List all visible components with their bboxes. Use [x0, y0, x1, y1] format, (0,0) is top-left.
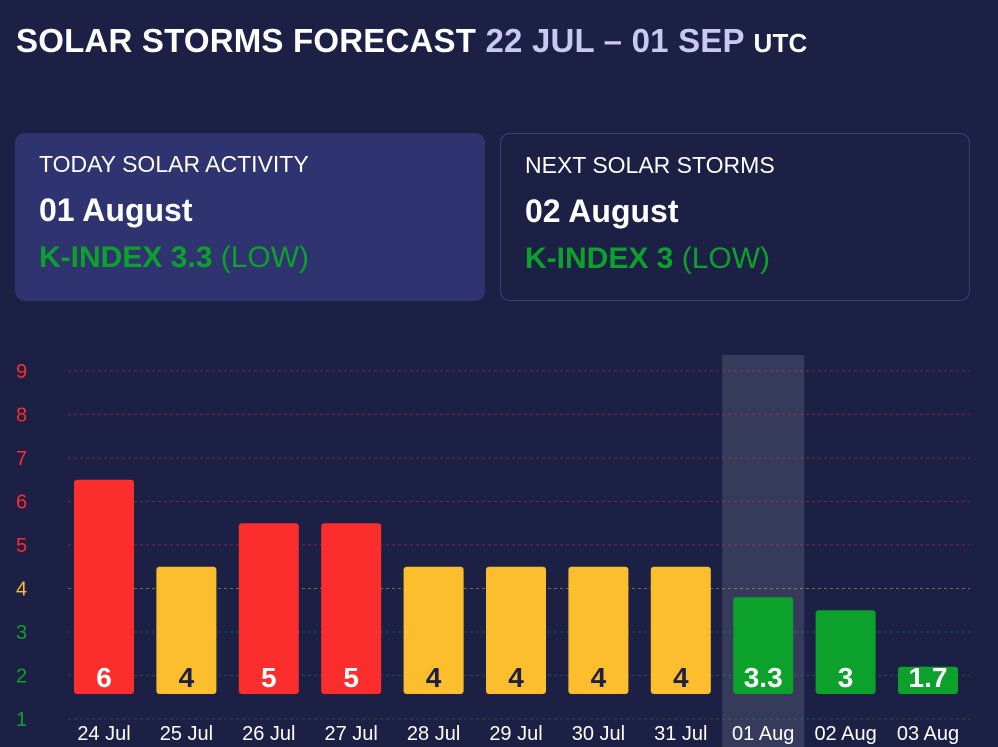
timezone-label: UTC: [753, 28, 808, 58]
y-tick-label: 9: [16, 361, 27, 383]
k-index-bar-chart: 1 2 3 4 5 6 7 8 9 6 24 Jul 4 25 Jul 5 26 Jul 5 27 Jul 4 28…: [16, 355, 970, 747]
bar: [650, 566, 711, 694]
bar: [238, 523, 299, 694]
today-activity-card: TODAY SOLAR ACTIVITY 01 August K-INDEX 3…: [15, 133, 485, 301]
bar-value-label: 4: [673, 662, 689, 693]
bar-value-label: 5: [343, 662, 359, 693]
x-tick-label: 02 Aug: [814, 723, 876, 745]
y-tick-label: 7: [16, 448, 27, 470]
page-title: SOLAR STORMS FORECAST 22 JUL – 01 SEP UT…: [16, 22, 808, 60]
bar-value-label: 4: [426, 662, 442, 693]
bar: [898, 666, 958, 694]
x-tick-label: 03 Aug: [897, 723, 959, 745]
x-tick-label: 28 Jul: [407, 723, 460, 745]
title-text: SOLAR STORMS FORECAST: [16, 22, 477, 59]
y-tick-label: 6: [16, 492, 27, 514]
y-tick-label: 3: [16, 622, 27, 644]
bar-value-label: 4: [179, 662, 195, 693]
next-k-index-line: K-INDEX 3 (LOW): [525, 242, 945, 276]
next-k-index: K-INDEX 3: [525, 242, 674, 275]
next-storms-card: NEXT SOLAR STORMS 02 August K-INDEX 3 (L…: [500, 133, 970, 301]
bar-value-label: 6: [96, 662, 112, 693]
bar: [733, 597, 794, 694]
x-tick-label: 31 Jul: [654, 723, 707, 745]
today-k-index: K-INDEX 3.3: [39, 241, 213, 274]
bar: [156, 566, 217, 694]
y-tick-label: 4: [16, 579, 27, 601]
next-card-date: 02 August: [525, 193, 679, 229]
bar-value-label: 1.7: [909, 662, 948, 693]
x-tick-label: 29 Jul: [489, 723, 542, 745]
y-tick-label: 2: [16, 666, 27, 688]
next-card-label: NEXT SOLAR STORMS: [525, 152, 775, 178]
x-tick-label: 24 Jul: [77, 723, 130, 745]
bar: [403, 566, 464, 694]
today-k-level: (LOW): [220, 241, 310, 274]
bar: [321, 523, 382, 694]
y-tick-label: 8: [16, 405, 27, 427]
bar-value-label: 3.3: [744, 662, 783, 693]
bar: [568, 566, 629, 694]
y-tick-label: 5: [16, 535, 27, 557]
bar: [74, 479, 134, 694]
next-k-level: (LOW): [681, 242, 771, 275]
x-tick-label: 25 Jul: [160, 723, 213, 745]
y-tick-label: 1: [16, 709, 27, 731]
today-card-date: 01 August: [39, 192, 193, 228]
bar: [486, 566, 546, 694]
bar-value-label: 3: [838, 662, 854, 693]
date-range: 22 JUL – 01 SEP: [485, 22, 745, 59]
bar-value-label: 5: [261, 662, 277, 693]
today-card-label: TODAY SOLAR ACTIVITY: [39, 151, 309, 177]
today-k-index-line: K-INDEX 3.3 (LOW): [39, 241, 461, 275]
x-tick-label: 30 Jul: [572, 723, 625, 745]
x-tick-label: 26 Jul: [242, 723, 295, 745]
bar-value-label: 4: [508, 662, 524, 693]
x-tick-label: 01 Aug: [732, 723, 794, 745]
x-tick-label: 27 Jul: [325, 723, 378, 745]
bar-value-label: 4: [591, 662, 607, 693]
bar: [815, 610, 876, 694]
